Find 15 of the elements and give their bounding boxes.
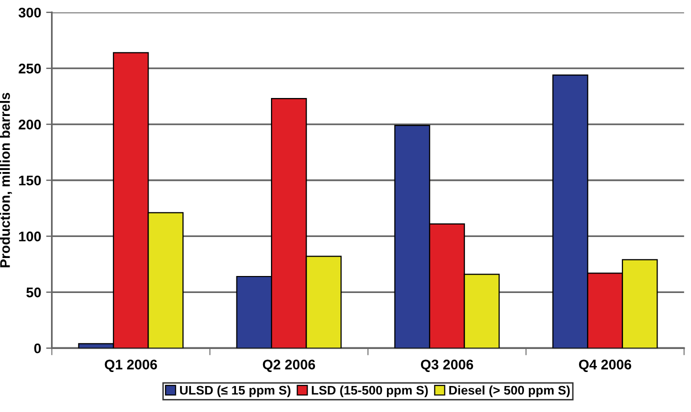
legend-label: Diesel (> 500 ppm S) [449, 386, 570, 398]
x-tick-label: Q3 2006 [420, 360, 474, 372]
y-tick-label: 0 [34, 343, 41, 354]
y-tick-label: 200 [18, 120, 41, 130]
y-tick-label: 50 [26, 288, 41, 298]
y-tick-label: 150 [19, 176, 41, 186]
y-tick-label: 250 [18, 64, 41, 74]
legend-label: ULSD (≤ 15 ppm S) [180, 386, 290, 398]
x-tick-label: Q1 2006 [104, 360, 157, 372]
y-tick-label: 300 [18, 8, 41, 18]
y-tick-label: 100 [19, 232, 41, 242]
x-tick-label: Q2 2006 [262, 360, 316, 372]
legend-label: LSD (15-500 ppm S) [312, 386, 428, 398]
y-axis-title: Production, million barrels [0, 92, 12, 268]
x-tick-label: Q4 2006 [578, 360, 632, 372]
